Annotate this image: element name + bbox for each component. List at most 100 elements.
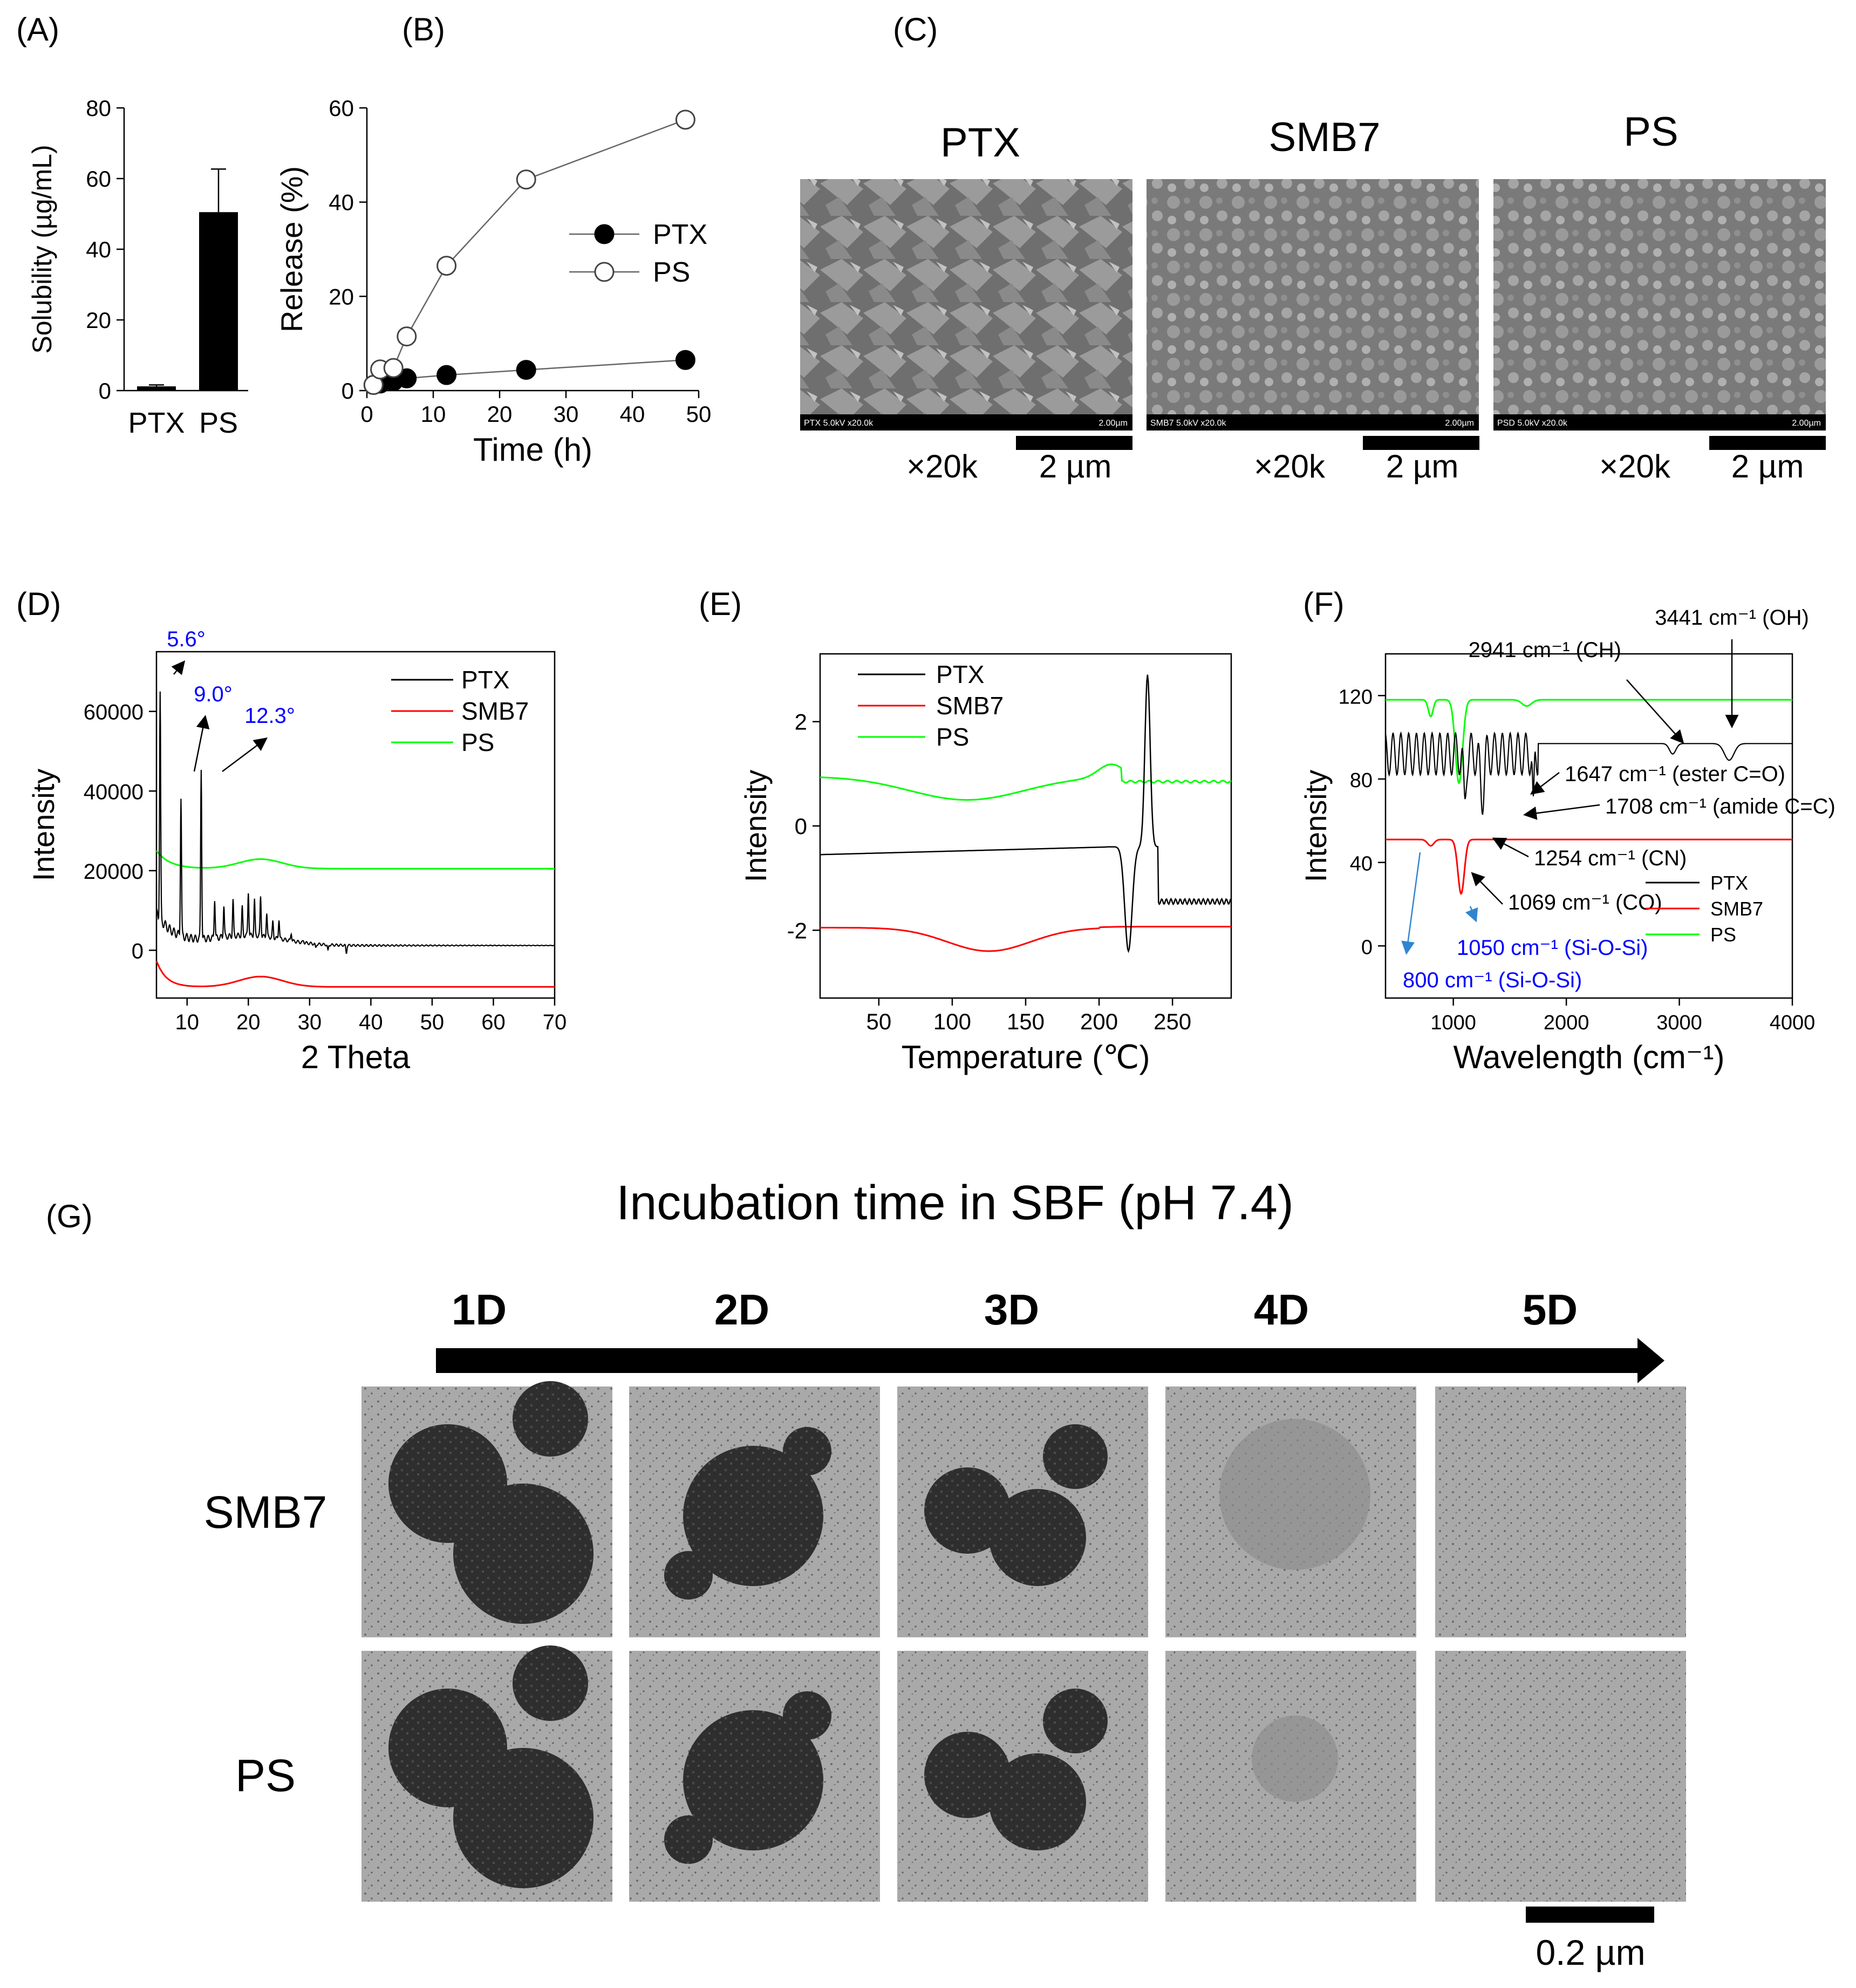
x-tick-label: 40	[359, 1010, 383, 1034]
x-tick-label: PS	[199, 407, 238, 439]
day-label: 1D	[452, 1286, 507, 1334]
peak-annotation: 3441 cm⁻¹ (OH)	[1655, 606, 1809, 630]
particle	[989, 1489, 1086, 1586]
data-point-ptx	[516, 360, 536, 380]
y-tick-label: 40	[1350, 853, 1373, 876]
tem-image	[1435, 1386, 1686, 1637]
series-line-ps	[155, 850, 555, 870]
plot-frame	[1384, 653, 1793, 999]
series-line-ps	[373, 119, 686, 385]
peak-annotation: 1254 cm⁻¹ (CN)	[1534, 846, 1687, 870]
x-tick-label: 50	[866, 1009, 891, 1034]
legend-label: SMB7	[936, 692, 1004, 720]
y-tick-label: 60	[86, 166, 111, 192]
particle	[664, 1551, 713, 1600]
sem-scalebar-ptx	[1016, 436, 1132, 450]
particle	[924, 1467, 1011, 1554]
annotation-arrow	[1492, 837, 1529, 858]
x-axis-label: Wavelength (cm⁻¹)	[1454, 1039, 1725, 1075]
sem-scale-label-smb7: 2 µm	[1386, 448, 1459, 484]
data-point-ptx	[436, 365, 457, 385]
x-tick-label: 150	[1007, 1009, 1045, 1034]
sem-mag-smb7: ×20k	[1254, 448, 1326, 484]
series-line-smb7	[1386, 838, 1792, 895]
particle	[683, 1446, 823, 1586]
y-tick-label: 40	[329, 190, 354, 215]
legend-label: SMB7	[461, 697, 529, 725]
tem-row-label-ps: PS	[235, 1750, 296, 1801]
legend-label: PTX	[653, 219, 707, 250]
data-point-ptx	[675, 350, 695, 370]
x-tick-label: 10	[421, 401, 446, 427]
x-tick-label: 20	[236, 1010, 261, 1034]
sem-mag-ptx: ×20k	[906, 448, 978, 484]
sem-info-ps: PSD 5.0kV x20.0k	[1497, 419, 1568, 428]
panel-g-tem: Incubation time in SBF (pH 7.4) 1D 2D 3D 4D…	[204, 1176, 1686, 1972]
peak-annotation: 12.3°	[244, 704, 295, 728]
x-tick-label: 50	[686, 401, 712, 427]
y-axis-label: Intensity	[1299, 770, 1333, 883]
day-label: 5D	[1523, 1286, 1578, 1334]
y-axis-label: Solubility (µg/mL)	[27, 145, 57, 353]
x-tick-label: 30	[298, 1010, 322, 1034]
annotation-arrow	[1523, 804, 1600, 820]
series-line-smb7	[155, 960, 555, 988]
x-tick-label: 60	[481, 1010, 506, 1034]
legend-label: PS	[1710, 924, 1736, 946]
bar-ptx	[137, 386, 176, 391]
annotation-arrow	[1471, 872, 1503, 905]
y-tick-label: 0	[342, 378, 354, 404]
particle-dissolved	[1219, 1419, 1370, 1570]
y-tick-label: 20	[329, 284, 354, 309]
x-tick-label: 70	[543, 1010, 567, 1034]
y-tick-label: 40000	[84, 780, 144, 804]
legend-marker	[594, 262, 615, 282]
legend-label: PS	[653, 257, 690, 288]
day-label: 2D	[714, 1286, 769, 1334]
peak-annotation: 5.6°	[167, 627, 206, 651]
sem-infobar-ps	[1493, 414, 1826, 431]
legend-label: PTX	[1710, 872, 1748, 894]
x-tick-label: 100	[933, 1009, 971, 1034]
legend-label: PS	[936, 723, 969, 751]
x-tick-label: 10	[175, 1010, 200, 1034]
data-point-ps	[436, 256, 457, 276]
sem-title-ps: PS	[1623, 109, 1678, 155]
timeline-arrowhead	[1637, 1338, 1664, 1383]
x-tick-label: 0	[360, 401, 373, 427]
tem-image	[1435, 1651, 1686, 1902]
particle	[783, 1691, 831, 1740]
sem-info-scale-ptx: 2.00µm	[1098, 419, 1128, 428]
sem-image-ps	[1493, 179, 1826, 431]
sem-infobar-smb7	[1147, 414, 1479, 431]
bar-ps	[199, 212, 238, 391]
particle	[453, 1748, 593, 1888]
x-tick-label: PTX	[128, 407, 185, 439]
y-tick-label: 80	[86, 95, 111, 121]
annotation-arrow	[1530, 772, 1560, 795]
peak-annotation: 9.0°	[194, 682, 233, 706]
data-point-ps	[675, 110, 695, 130]
x-tick-label: 40	[620, 401, 645, 427]
data-point-ps	[383, 358, 404, 378]
series-line-smb7	[820, 926, 1231, 952]
day-label: 4D	[1254, 1286, 1309, 1334]
particle	[453, 1484, 593, 1624]
sem-image-smb7	[1147, 179, 1479, 431]
peak-annotation: 1069 cm⁻¹ (CO)	[1508, 891, 1662, 914]
series-line-ptx	[156, 691, 555, 954]
x-axis-label: 2 Theta	[301, 1039, 411, 1075]
x-axis-label: Temperature (℃)	[902, 1039, 1150, 1075]
legend-label: SMB7	[1710, 898, 1763, 920]
annotation-arrow	[193, 715, 210, 772]
legend-label: PTX	[936, 660, 984, 688]
particle	[683, 1710, 823, 1850]
day-label: 3D	[984, 1286, 1039, 1334]
particle	[513, 1381, 588, 1457]
sem-scale-label-ps: 2 µm	[1731, 448, 1804, 484]
sem-info-scale-ps: 2.00µm	[1792, 419, 1821, 428]
chart-a-solubility: 0 20 40 60 80 PTX PS Solubility (µg/mL)	[27, 95, 248, 439]
series-line-ps	[820, 763, 1232, 801]
sem-scalebar-ps	[1709, 436, 1826, 450]
